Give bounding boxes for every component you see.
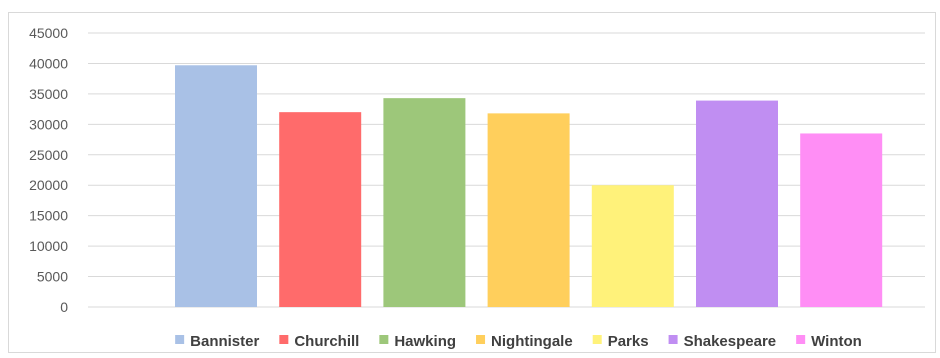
legend-label-shakespeare: Shakespeare [684,333,777,350]
bar-hawking [383,98,466,307]
legend-swatch-winton [796,335,806,344]
y-tick-label: 45000 [29,25,68,41]
legend-swatch-shakespeare [668,335,678,344]
legend: Bannister Churchill Hawking Nightingale Park… [175,333,862,350]
legend-swatch-churchill [279,335,289,344]
legend-label-hawking: Hawking [394,333,456,350]
chart-frame [8,12,936,353]
legend-label-bannister: Bannister [190,333,259,350]
bar-winton [800,133,883,307]
legend-label-winton: Winton [811,333,862,350]
y-tick-label: 5000 [37,269,68,285]
legend-swatch-bannister [175,335,185,344]
bar-shakespeare [696,100,778,307]
legend-swatch-parks [592,335,602,344]
y-tick-label: 40000 [29,55,68,71]
bar-churchill [279,112,362,308]
bar-parks [591,185,674,307]
y-tick-label: 25000 [29,147,68,163]
y-tick-label: 35000 [29,86,68,102]
bar-bannister [175,65,257,307]
legend-swatch-nightingale [476,335,486,344]
y-tick-label: 0 [60,299,68,315]
bars [175,65,883,308]
y-axis-ticks: 0 5000 10000 15000 20000 25000 30000 35000 40000… [29,25,68,315]
y-tick-label: 30000 [29,116,68,132]
legend-swatch-hawking [379,335,389,344]
legend-label-nightingale: Nightingale [491,333,573,350]
y-tick-label: 10000 [29,238,68,254]
y-tick-label: 20000 [29,177,68,193]
bar-nightingale [487,113,570,307]
legend-label-churchill: Churchill [294,333,359,350]
legend-label-parks: Parks [608,333,649,350]
y-tick-label: 15000 [29,208,68,224]
